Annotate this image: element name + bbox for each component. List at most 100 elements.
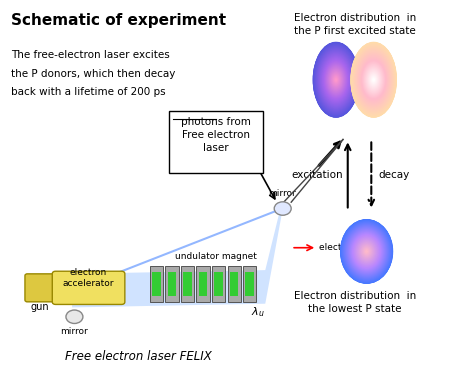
Text: $\lambda_u$: $\lambda_u$ — [251, 306, 265, 319]
FancyBboxPatch shape — [52, 271, 125, 305]
Bar — [150, 266, 163, 302]
Ellipse shape — [365, 65, 383, 95]
Ellipse shape — [363, 62, 384, 97]
Ellipse shape — [335, 77, 337, 82]
Ellipse shape — [329, 68, 343, 92]
Ellipse shape — [369, 73, 378, 87]
Ellipse shape — [353, 235, 380, 268]
Ellipse shape — [333, 75, 339, 85]
Ellipse shape — [362, 246, 371, 257]
Ellipse shape — [354, 47, 393, 112]
Ellipse shape — [317, 49, 355, 111]
Ellipse shape — [353, 45, 394, 114]
Ellipse shape — [368, 70, 380, 89]
Ellipse shape — [356, 50, 392, 110]
Ellipse shape — [366, 68, 381, 92]
Ellipse shape — [355, 48, 393, 111]
Ellipse shape — [352, 233, 382, 270]
Ellipse shape — [359, 242, 374, 261]
Ellipse shape — [321, 55, 351, 105]
Ellipse shape — [362, 246, 371, 257]
Ellipse shape — [334, 76, 338, 83]
Ellipse shape — [341, 220, 392, 283]
Ellipse shape — [328, 67, 344, 92]
Ellipse shape — [330, 70, 342, 89]
Ellipse shape — [333, 74, 339, 85]
Ellipse shape — [323, 59, 348, 100]
Ellipse shape — [362, 61, 385, 99]
Ellipse shape — [371, 74, 377, 85]
Ellipse shape — [334, 77, 338, 83]
Ellipse shape — [325, 62, 347, 98]
Ellipse shape — [371, 75, 376, 85]
Ellipse shape — [361, 245, 372, 258]
Ellipse shape — [316, 46, 356, 114]
Ellipse shape — [330, 71, 341, 89]
Ellipse shape — [360, 58, 387, 102]
Ellipse shape — [324, 60, 348, 100]
Ellipse shape — [316, 47, 356, 112]
Ellipse shape — [329, 68, 343, 91]
Ellipse shape — [365, 249, 368, 253]
Ellipse shape — [335, 78, 337, 82]
Ellipse shape — [344, 224, 389, 279]
Ellipse shape — [332, 73, 340, 86]
Ellipse shape — [355, 237, 378, 265]
Ellipse shape — [322, 56, 350, 103]
Ellipse shape — [332, 74, 339, 86]
Ellipse shape — [357, 240, 376, 262]
Ellipse shape — [352, 44, 395, 116]
Ellipse shape — [370, 73, 378, 86]
Ellipse shape — [323, 58, 349, 101]
Ellipse shape — [365, 250, 368, 253]
Ellipse shape — [354, 236, 380, 267]
Ellipse shape — [368, 70, 380, 90]
Ellipse shape — [361, 58, 387, 101]
Ellipse shape — [359, 55, 389, 105]
Ellipse shape — [358, 241, 375, 262]
Ellipse shape — [354, 236, 379, 267]
Circle shape — [66, 310, 83, 323]
Ellipse shape — [362, 246, 372, 258]
Ellipse shape — [330, 71, 341, 89]
Ellipse shape — [331, 72, 341, 88]
Ellipse shape — [350, 230, 383, 272]
Ellipse shape — [348, 229, 385, 274]
Ellipse shape — [367, 69, 380, 91]
Bar — [197, 266, 210, 302]
Ellipse shape — [361, 244, 373, 259]
Ellipse shape — [326, 64, 346, 96]
Ellipse shape — [363, 247, 370, 256]
Ellipse shape — [353, 45, 395, 114]
Ellipse shape — [349, 230, 384, 273]
Ellipse shape — [351, 42, 396, 117]
Ellipse shape — [346, 226, 387, 277]
Ellipse shape — [360, 58, 387, 102]
Ellipse shape — [324, 60, 348, 100]
Text: The free-electron laser excites: The free-electron laser excites — [11, 50, 170, 60]
Ellipse shape — [368, 71, 379, 88]
Ellipse shape — [360, 244, 373, 259]
Ellipse shape — [318, 49, 355, 110]
Ellipse shape — [358, 241, 375, 261]
Ellipse shape — [365, 65, 383, 95]
Ellipse shape — [364, 248, 369, 255]
Bar — [168, 272, 176, 296]
Ellipse shape — [322, 57, 350, 103]
Ellipse shape — [320, 54, 351, 105]
Ellipse shape — [331, 72, 340, 87]
Ellipse shape — [343, 222, 391, 281]
Ellipse shape — [326, 64, 346, 96]
Ellipse shape — [354, 236, 379, 267]
Ellipse shape — [331, 73, 340, 87]
Ellipse shape — [347, 227, 386, 275]
Ellipse shape — [373, 79, 374, 81]
Ellipse shape — [362, 246, 371, 257]
Ellipse shape — [363, 246, 371, 256]
Ellipse shape — [327, 65, 345, 94]
Ellipse shape — [353, 234, 381, 269]
Ellipse shape — [335, 77, 337, 82]
Ellipse shape — [346, 227, 387, 276]
Ellipse shape — [364, 248, 370, 255]
Text: mirror: mirror — [61, 327, 88, 336]
